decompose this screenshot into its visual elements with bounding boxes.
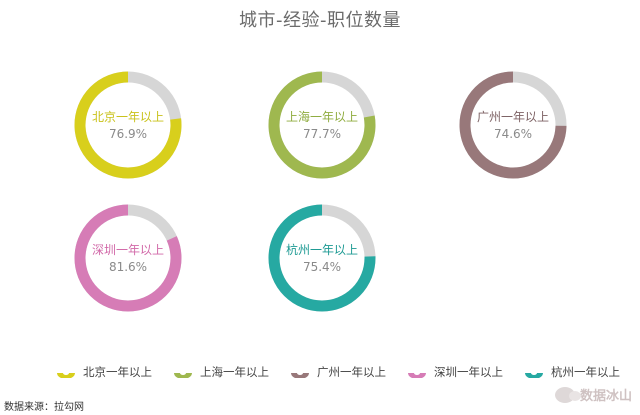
legend-label: 杭州一年以上: [551, 365, 620, 379]
legend-item-4[interactable]: 杭州一年以上: [523, 364, 620, 380]
donut-2: 广州一年以上 74.6%: [459, 71, 567, 179]
donut-3: 深圳一年以上 81.6%: [74, 204, 182, 312]
donut-value-arc-4: [268, 204, 376, 312]
wechat-icon: [554, 386, 581, 403]
legend-item-0[interactable]: 北京一年以上: [55, 364, 152, 380]
donut-1: 上海一年以上 77.7%: [268, 71, 376, 179]
donut-0: 北京一年以上 76.9%: [74, 71, 182, 179]
legend-item-1[interactable]: 上海一年以上: [172, 364, 269, 380]
donut-percent-4: 75.4%: [303, 260, 341, 274]
legend-swatch-icon: [57, 373, 75, 378]
legend-label: 深圳一年以上: [434, 365, 503, 379]
legend-swatch-icon: [525, 373, 543, 378]
legend-label: 上海一年以上: [200, 365, 269, 379]
legend-swatch-icon: [291, 373, 309, 378]
watermark-text: 数据冰山: [579, 389, 632, 404]
donut-value-arc-3: [74, 204, 182, 312]
data-source-note: 数据来源：拉勾网: [4, 402, 84, 413]
watermark: 数据冰山: [554, 385, 632, 404]
legend-swatch-icon: [408, 373, 426, 378]
donut-percent-0: 76.9%: [109, 127, 147, 141]
donut-value-arc-1: [268, 71, 376, 179]
legend-label: 广州一年以上: [317, 365, 386, 379]
donut-percent-3: 81.6%: [109, 260, 147, 274]
donut-chart-area: 北京一年以上 76.9% 上海一年以上 77.7% 广州一年以上 74.6% 深圳一年以上 8…: [74, 71, 567, 312]
donut-label-0: 北京一年以上: [92, 110, 164, 124]
donut-4: 杭州一年以上 75.4%: [268, 204, 376, 312]
donut-label-3: 深圳一年以上: [92, 243, 164, 257]
donut-label-1: 上海一年以上: [286, 109, 358, 124]
legend-label: 北京一年以上: [83, 365, 152, 379]
legend-item-3[interactable]: 深圳一年以上: [406, 364, 503, 380]
donut-value-arc-2: [459, 71, 567, 179]
donut-value-arc-0: [74, 71, 182, 179]
chart-title: 城市-经验-职位数量: [239, 10, 401, 31]
donut-percent-2: 74.6%: [494, 127, 532, 141]
donut-percent-1: 77.7%: [303, 127, 341, 141]
legend-item-2[interactable]: 广州一年以上: [289, 364, 386, 380]
chart-legend: 北京一年以上 上海一年以上 广州一年以上 深圳一年以上 杭州一年以上: [55, 362, 620, 382]
donut-label-2: 广州一年以上: [477, 110, 549, 124]
donut-label-4: 杭州一年以上: [286, 242, 358, 257]
legend-swatch-icon: [174, 373, 192, 378]
